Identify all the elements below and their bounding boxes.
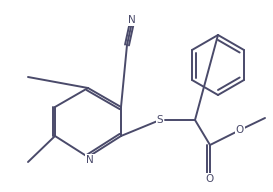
Text: S: S bbox=[157, 115, 163, 125]
Text: N: N bbox=[86, 155, 94, 165]
Text: O: O bbox=[206, 174, 214, 184]
Text: O: O bbox=[236, 125, 244, 135]
Text: N: N bbox=[128, 15, 136, 25]
